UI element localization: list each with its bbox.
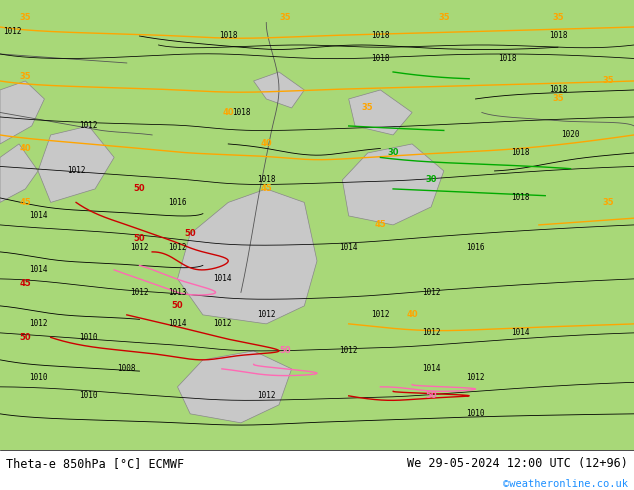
Text: 35: 35 (280, 14, 291, 23)
Polygon shape (349, 90, 412, 135)
Polygon shape (38, 126, 114, 202)
Text: 40: 40 (20, 144, 31, 153)
Text: 1014: 1014 (168, 319, 187, 328)
Text: ©weatheronline.co.uk: ©weatheronline.co.uk (503, 479, 628, 489)
Text: 1018: 1018 (371, 54, 390, 63)
Text: 30: 30 (387, 148, 399, 157)
Text: 1012: 1012 (130, 288, 149, 297)
Text: 1020: 1020 (561, 130, 580, 140)
Text: 1018: 1018 (510, 194, 529, 202)
Text: 1014: 1014 (510, 328, 529, 338)
Text: 1012: 1012 (29, 319, 48, 328)
Text: 35: 35 (362, 103, 373, 113)
Text: 1018: 1018 (548, 31, 567, 41)
Text: 50: 50 (425, 392, 437, 400)
Text: 35: 35 (552, 95, 564, 103)
Text: 1012: 1012 (257, 310, 276, 319)
Polygon shape (178, 189, 317, 324)
Polygon shape (254, 72, 304, 108)
Text: 35: 35 (438, 14, 450, 23)
Text: 1010: 1010 (79, 333, 98, 342)
Text: 1012: 1012 (212, 319, 231, 328)
Text: 1010: 1010 (466, 409, 485, 418)
Text: 40: 40 (406, 310, 418, 319)
Polygon shape (178, 351, 292, 423)
Text: 1012: 1012 (130, 243, 149, 252)
Text: 1012: 1012 (257, 392, 276, 400)
Text: 1012: 1012 (466, 373, 485, 382)
Text: 45: 45 (261, 184, 272, 194)
Text: 1010: 1010 (29, 373, 48, 382)
Text: 30: 30 (425, 175, 437, 184)
Text: 1012: 1012 (67, 167, 86, 175)
Text: 1018: 1018 (510, 148, 529, 157)
Text: 1016: 1016 (168, 198, 187, 207)
Text: 35: 35 (20, 14, 31, 23)
Text: 1014: 1014 (29, 211, 48, 220)
Text: 1016: 1016 (466, 243, 485, 252)
Text: 35: 35 (603, 76, 614, 85)
Text: We 29-05-2024 12:00 UTC (12+96): We 29-05-2024 12:00 UTC (12+96) (407, 457, 628, 470)
Text: 1012: 1012 (339, 346, 358, 355)
Text: 1012: 1012 (168, 243, 187, 252)
Text: 35: 35 (603, 198, 614, 207)
Text: 1018: 1018 (219, 31, 238, 41)
Text: 50: 50 (172, 301, 183, 310)
Text: 1014: 1014 (339, 243, 358, 252)
Text: 1018: 1018 (257, 175, 276, 184)
Text: 1012: 1012 (79, 122, 98, 130)
Text: 1012: 1012 (422, 288, 441, 297)
Text: 1018: 1018 (498, 54, 517, 63)
Text: 50: 50 (20, 333, 31, 342)
Text: 45: 45 (375, 220, 386, 229)
Text: 35: 35 (552, 14, 564, 23)
Text: 50: 50 (134, 184, 145, 194)
Text: 1018: 1018 (371, 31, 390, 41)
Text: 1013: 1013 (168, 288, 187, 297)
Text: 1012: 1012 (371, 310, 390, 319)
Text: 40: 40 (223, 108, 234, 117)
Text: 1014: 1014 (29, 266, 48, 274)
Text: 1014: 1014 (422, 365, 441, 373)
Polygon shape (0, 144, 38, 202)
Text: 1018: 1018 (231, 108, 250, 117)
Text: 1012: 1012 (3, 27, 22, 36)
Text: 50: 50 (280, 346, 291, 355)
Polygon shape (342, 144, 444, 225)
Text: Theta-e 850hPa [°C] ECMWF: Theta-e 850hPa [°C] ECMWF (6, 457, 184, 470)
Text: 1008: 1008 (117, 365, 136, 373)
Text: 40: 40 (261, 140, 272, 148)
Text: 45: 45 (20, 279, 31, 288)
Text: 50: 50 (184, 229, 196, 239)
Text: 50: 50 (134, 234, 145, 243)
Text: 1010: 1010 (79, 392, 98, 400)
Polygon shape (0, 81, 44, 144)
Text: 45: 45 (20, 198, 31, 207)
Text: 35: 35 (20, 72, 31, 81)
Text: 1012: 1012 (422, 328, 441, 338)
Text: 1018: 1018 (548, 85, 567, 95)
Text: 1014: 1014 (212, 274, 231, 283)
